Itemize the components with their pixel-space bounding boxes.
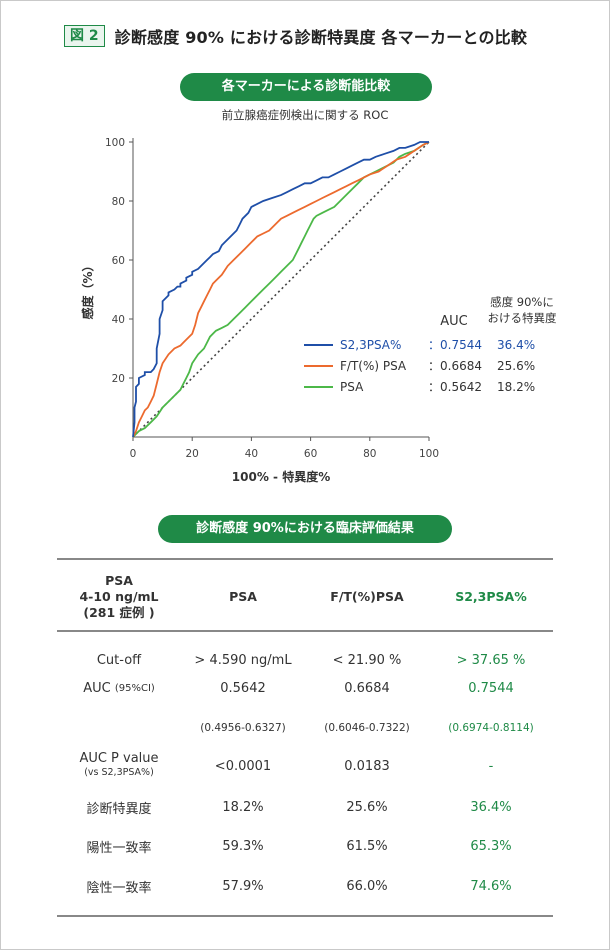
figure-title: 診断感度 90% における診断特異度 各マーカーとの比較	[114, 28, 528, 47]
legend-spec-value: 36.4%	[497, 338, 535, 352]
table-section-pill: 診断感度 90%における臨床評価結果	[158, 515, 452, 543]
cell-ft-psa: 66.0%	[346, 878, 388, 894]
roc-line-s2-3psa-	[132, 141, 429, 438]
table-row-npa: 陰性一致率 57.9% 66.0% 74.6%	[57, 873, 553, 899]
legend-series-name: PSA	[340, 380, 364, 394]
header-ft-psa: F/T(%)PSA	[330, 589, 404, 604]
table-row-ppa: 陽性一致率 59.3% 61.5% 65.3%	[57, 833, 553, 859]
cell-ft-psa: 0.6684	[344, 680, 390, 696]
x-tick-label: 0	[130, 448, 137, 460]
cell-ft-psa: 25.6%	[346, 799, 388, 815]
legend-header-spec: 感度 90%に	[490, 295, 554, 309]
row-label-main: AUC	[83, 680, 111, 696]
table-bottom-rule	[57, 915, 553, 917]
header-cohort-text: PSA 4-10 ng/mL (281 症例 )	[79, 573, 159, 620]
legend-auc-value: ：0.7544	[428, 338, 482, 352]
table-row-auc-ci: (0.4956-0.6327) (0.6046-0.7322) (0.6974-…	[57, 715, 553, 741]
cell-s23psa-ci: (0.6974-0.8114)	[448, 722, 534, 734]
cell-ft-psa: 0.0183	[344, 758, 390, 774]
table-row-specificity: 診断特異度 18.2% 25.6% 36.4%	[57, 794, 553, 820]
figure-header: 図 2 診断感度 90% における診断特異度 各マーカーとの比較	[64, 24, 527, 48]
roc-line-f-t-psa	[132, 141, 430, 438]
cell-s23psa: -	[488, 758, 494, 774]
x-tick-label: 40	[245, 448, 258, 460]
row-label: AUC P value (vs S2,3PSA%)	[57, 751, 181, 781]
cell-psa: > 4.590 ng/mL	[194, 652, 292, 668]
cell-s23psa: 0.7544	[468, 680, 514, 696]
y-tick-label: 40	[112, 314, 125, 326]
row-label-sub: (95%CI)	[114, 682, 155, 694]
x-tick-label: 20	[186, 448, 199, 460]
cell-psa: 18.2%	[222, 799, 264, 815]
cell-ft-psa-ci: (0.6046-0.7322)	[324, 722, 410, 734]
row-label-sub: (vs S2,3PSA%)	[84, 767, 154, 778]
row-label: 陽性一致率	[86, 840, 152, 856]
cell-s23psa: 74.6%	[470, 878, 512, 894]
cell-s23psa: 36.4%	[470, 799, 512, 815]
header-cohort: PSA 4-10 ng/mL (281 症例 )	[57, 562, 181, 632]
row-label-main: AUC P value	[79, 751, 159, 766]
legend-auc-value: ：0.5642	[428, 380, 482, 394]
header-psa: PSA	[229, 589, 257, 604]
cell-psa-ci: (0.4956-0.6327)	[200, 722, 286, 734]
cell-psa: <0.0001	[214, 758, 272, 774]
table-row-cutoff: Cut-off > 4.590 ng/mL < 21.90 % > 37.65 …	[57, 647, 553, 673]
table-top-rule	[57, 558, 553, 560]
legend-spec-value: 25.6%	[497, 359, 535, 373]
y-tick-label: 20	[112, 373, 125, 385]
cell-psa: 57.9%	[222, 878, 264, 894]
cell-ft-psa: < 21.90 %	[332, 652, 402, 668]
chart-subtitle: 前立腺癌症例検出に関する ROC	[221, 108, 389, 122]
header-s23psa: S2,3PSA%	[455, 589, 527, 604]
legend-auc-value: ：0.6684	[428, 359, 482, 373]
legend-series-name: F/T(%) PSA	[340, 359, 407, 373]
legend-header-auc: AUC	[440, 314, 468, 329]
legend-series-name: S2,3PSA%	[340, 338, 401, 352]
table-header-rule	[57, 630, 553, 632]
row-label: 診断特異度	[86, 801, 152, 817]
y-tick-label: 60	[112, 255, 125, 267]
figure-badge: 図 2	[64, 25, 105, 47]
table-row-pvalue: AUC P value (vs S2,3PSA%) <0.0001 0.0183 …	[57, 751, 553, 781]
row-label: 陰性一致率	[86, 880, 152, 896]
x-tick-label: 100	[419, 448, 439, 460]
legend-spec-value: 18.2%	[497, 380, 535, 394]
chart-section-pill: 各マーカーによる診断能比較	[180, 73, 432, 101]
y-tick-label: 80	[112, 196, 125, 208]
table-header: PSA 4-10 ng/mL (281 症例 ) PSA F/T(%)PSA S…	[57, 562, 553, 632]
cell-ft-psa: 61.5%	[346, 838, 388, 854]
cell-psa: 0.5642	[220, 680, 266, 696]
cell-psa: 59.3%	[222, 838, 264, 854]
row-label: AUC (95%CI)	[57, 675, 181, 701]
x-tick-label: 60	[304, 448, 317, 460]
table-row-auc: AUC (95%CI) 0.5642 0.6684 0.7544	[57, 675, 553, 701]
x-axis-label: 100% - 特異度%	[232, 469, 330, 484]
y-tick-label: 100	[105, 137, 125, 149]
legend-header-spec: おける特異度	[488, 311, 557, 325]
cell-s23psa: > 37.65 %	[456, 652, 526, 668]
cell-s23psa: 65.3%	[470, 838, 512, 854]
row-label: Cut-off	[96, 652, 142, 668]
x-tick-label: 80	[363, 448, 376, 460]
y-axis-label: 感度（%）	[80, 259, 95, 319]
